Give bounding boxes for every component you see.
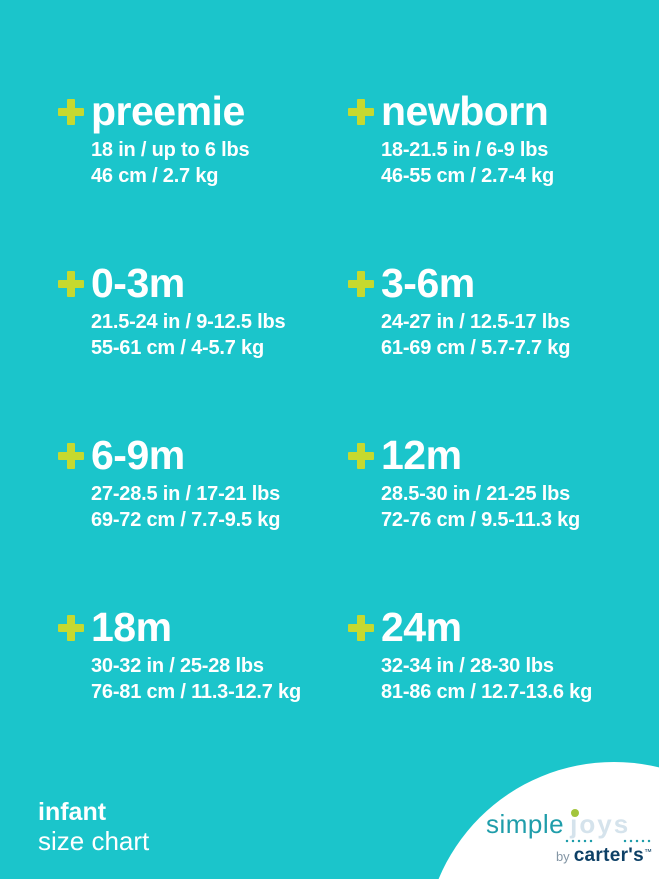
size-entry-text: 3-6m 24-27 in / 12.5-17 lbs 61-69 cm / 5… xyxy=(381,262,570,361)
size-entry-text: 24m 32-34 in / 28-30 lbs 81-86 cm / 12.7… xyxy=(381,606,592,705)
size-entry-12m: 12m 28.5-30 in / 21-25 lbs 72-76 cm / 9.… xyxy=(348,434,638,606)
plus-icon xyxy=(58,271,84,297)
plus-icon xyxy=(348,99,374,125)
size-metric: 81-86 cm / 12.7-13.6 kg xyxy=(381,681,593,703)
size-imperial: 32-34 in / 28-30 lbs xyxy=(381,655,554,677)
size-entry-text: 0-3m 21.5-24 in / 9-12.5 lbs 55-61 cm / … xyxy=(91,260,286,361)
size-imperial: 21.5-24 in / 9-12.5 lbs xyxy=(91,311,286,333)
joys-dot-icon xyxy=(571,809,580,817)
size-label: 12m xyxy=(381,432,462,478)
brand-logo: simple joys by carter's™ xyxy=(486,809,654,867)
size-metric: 61-69 cm / 5.7-7.7 kg xyxy=(381,337,571,359)
logo-byline: by carter's™ xyxy=(486,845,654,867)
size-metric: 76-81 cm / 11.3-12.7 kg xyxy=(91,681,301,703)
size-entry-preemie: preemie 18 in / up to 6 lbs 46 cm / 2.7 … xyxy=(58,90,348,262)
size-label: 0-3m xyxy=(91,260,185,306)
size-entry-text: 6-9m 27-28.5 in / 17-21 lbs 69-72 cm / 7… xyxy=(91,434,280,533)
size-imperial: 27-28.5 in / 17-21 lbs xyxy=(91,483,281,505)
chart-subtitle: size chart xyxy=(38,826,150,856)
logo-joys-wrap: joys xyxy=(570,809,630,840)
size-metric: 46-55 cm / 2.7-4 kg xyxy=(381,165,554,187)
size-imperial: 24-27 in / 12.5-17 lbs xyxy=(381,311,571,333)
trademark-symbol: ™ xyxy=(644,847,652,857)
size-metric: 69-72 cm / 7.7-9.5 kg xyxy=(91,509,281,531)
dotted-line-right-icon xyxy=(622,839,652,843)
size-entry-text: preemie 18 in / up to 6 lbs 46 cm / 2.7 … xyxy=(91,88,250,189)
size-entry-3-6m: 3-6m 24-27 in / 12.5-17 lbs 61-69 cm / 5… xyxy=(348,262,638,434)
plus-icon xyxy=(58,99,84,125)
size-metric: 72-76 cm / 9.5-11.3 kg xyxy=(381,509,581,531)
size-entry-6-9m: 6-9m 27-28.5 in / 17-21 lbs 69-72 cm / 7… xyxy=(58,434,348,606)
dotted-line-left-icon xyxy=(564,839,594,843)
size-imperial: 18 in / up to 6 lbs xyxy=(91,139,250,161)
plus-icon xyxy=(348,615,374,641)
logo-carters-text: carter's xyxy=(573,845,644,866)
size-grid: preemie 18 in / up to 6 lbs 46 cm / 2.7 … xyxy=(58,90,638,778)
logo-simple-text: simple xyxy=(486,809,565,839)
size-label: 3-6m xyxy=(381,260,475,306)
size-label: 18m xyxy=(91,604,172,650)
plus-icon xyxy=(348,443,374,469)
size-metric: 46 cm / 2.7 kg xyxy=(91,165,219,187)
logo-wordmark: simple joys xyxy=(486,809,654,840)
size-imperial: 18-21.5 in / 6-9 lbs xyxy=(381,139,549,161)
size-entry-0-3m: 0-3m 21.5-24 in / 9-12.5 lbs 55-61 cm / … xyxy=(58,262,348,434)
logo-joys-text: joys xyxy=(570,809,631,839)
size-metric: 55-61 cm / 4-5.7 kg xyxy=(91,337,264,359)
size-imperial: 30-32 in / 25-28 lbs xyxy=(91,655,264,677)
footer-title-block: infant size chart xyxy=(38,798,150,857)
plus-icon xyxy=(58,615,84,641)
plus-icon xyxy=(348,271,374,297)
size-label: newborn xyxy=(381,88,549,134)
size-imperial: 28.5-30 in / 21-25 lbs xyxy=(381,483,571,505)
logo-by-text: by xyxy=(555,849,570,864)
size-entry-newborn: newborn 18-21.5 in / 6-9 lbs 46-55 cm / … xyxy=(348,90,638,262)
plus-icon xyxy=(58,443,84,469)
size-label: preemie xyxy=(91,88,245,134)
size-label: 24m xyxy=(381,604,462,650)
size-entry-text: newborn 18-21.5 in / 6-9 lbs 46-55 cm / … xyxy=(381,90,554,189)
size-entry-18m: 18m 30-32 in / 25-28 lbs 76-81 cm / 11.3… xyxy=(58,606,348,778)
size-entry-text: 12m 28.5-30 in / 21-25 lbs 72-76 cm / 9.… xyxy=(381,434,580,533)
size-entry-24m: 24m 32-34 in / 28-30 lbs 81-86 cm / 12.7… xyxy=(348,606,638,778)
chart-title: infant xyxy=(38,798,107,826)
size-label: 6-9m xyxy=(91,432,185,478)
size-entry-text: 18m 30-32 in / 25-28 lbs 76-81 cm / 11.3… xyxy=(91,606,301,705)
